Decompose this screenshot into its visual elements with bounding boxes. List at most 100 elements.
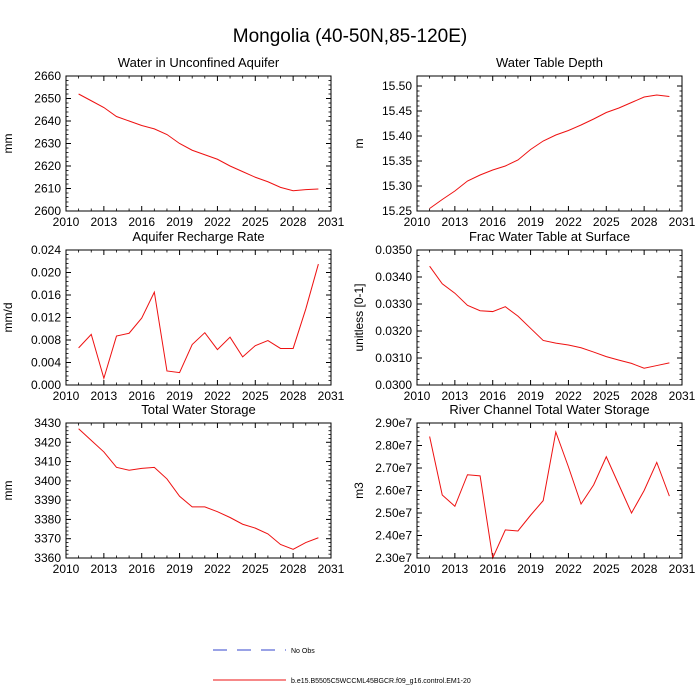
x-tick-label: 2016 [128,389,155,403]
data-point [429,208,430,209]
data-point [293,190,294,191]
y-tick-label: 3360 [34,551,61,565]
data-point [318,537,319,538]
plot-frame [416,422,683,559]
data-point [217,349,218,350]
data-point [442,283,443,284]
y-tick-label: 15.30 [382,179,412,193]
data-point [442,199,443,200]
data-point [467,180,468,181]
x-tick-label: 2016 [479,562,506,576]
legend: No Obs b.e15.B5505C5WCCML45BGCR.f09_g16.… [213,648,471,685]
data-point [479,310,480,311]
y-tick-label: 3370 [34,532,61,546]
data-point [479,475,480,476]
y-tick-label: 0.000 [31,378,61,392]
data-point [267,181,268,182]
y-axis-label: mm [1,134,15,154]
y-tick-label: 3430 [34,416,61,430]
y-tick-label: 3390 [34,493,61,507]
plot-frame [65,75,332,212]
data-point [543,340,544,341]
x-tick-label: 2028 [280,215,307,229]
x-tick-label: 2028 [631,562,658,576]
x-tick-label: 2031 [669,389,696,403]
data-point [429,266,430,267]
y-tick-label: 2.70e7 [375,461,412,475]
x-tick-label: 2013 [91,215,118,229]
y-tick-label: 0.016 [31,288,61,302]
data-point [91,440,92,441]
plot-frame [416,249,683,386]
data-point [618,107,619,108]
data-point [568,130,569,131]
data-point [644,368,645,369]
x-tick-label: 2016 [128,215,155,229]
chart-panels: Water in Unconfined Aquifer mm 2010 2013 201… [1,55,696,576]
y-tick-label: 2.80e7 [375,439,412,453]
y-axis-label: m [352,139,366,149]
y-tick-label: 15.40 [382,129,412,143]
data-point [179,143,180,144]
x-tick-label: 2025 [593,389,620,403]
data-point [103,451,104,452]
data-point [606,112,607,113]
data-point [229,337,230,338]
data-point [204,154,205,155]
data-point [280,187,281,188]
x-tick-label: 2010 [404,215,431,229]
x-tick-label: 2028 [280,562,307,576]
y-tick-label: 2.60e7 [375,484,412,498]
y-tick-label: 2.50e7 [375,506,412,520]
y-axis-label: mm/d [1,303,15,333]
data-point [656,94,657,95]
legend-label-no-obs: No Obs [291,648,315,655]
x-tick-label: 2013 [442,562,469,576]
data-point [656,365,657,366]
data-point [530,328,531,329]
x-tick-label: 2025 [242,215,269,229]
data-point [606,356,607,357]
data-point [217,511,218,512]
data-point [91,334,92,335]
data-point [141,468,142,469]
y-tick-label: 0.0310 [375,351,412,365]
panel-title: Aquifer Recharge Rate [132,229,264,244]
panel-title: Total Water Storage [141,402,255,417]
y-tick-label: 0.020 [31,266,61,280]
y-tick-label: 2630 [34,137,61,151]
y-tick-label: 15.50 [382,79,412,93]
data-point [166,478,167,479]
data-point [505,529,506,530]
x-tick-label: 2019 [166,215,193,229]
data-point [429,436,430,437]
x-tick-label: 2022 [555,389,582,403]
data-point [242,524,243,525]
y-tick-label: 0.0350 [375,243,412,257]
y-tick-label: 2650 [34,92,61,106]
x-tick-label: 2019 [166,389,193,403]
y-tick-label: 0.0340 [375,270,412,284]
data-point [305,308,306,309]
y-tick-label: 0.0320 [375,324,412,338]
data-point [192,506,193,507]
series-line [429,94,670,209]
panel-title: Water Table Depth [496,55,603,70]
data-point [454,506,455,507]
x-tick-label: 2028 [631,215,658,229]
y-axis-label: mm [1,481,15,501]
x-tick-label: 2031 [318,389,345,403]
data-point [116,335,117,336]
data-point [530,515,531,516]
y-axis-label: m3 [352,482,366,499]
chart-panel-3: Aquifer Recharge Rate mm/d 2010 2013 2016 201… [1,229,345,403]
data-point [255,177,256,178]
y-tick-label: 3400 [34,474,61,488]
x-tick-label: 2025 [242,389,269,403]
data-point [103,378,104,379]
data-point [467,474,468,475]
y-tick-label: 3420 [34,435,61,449]
data-point [568,344,569,345]
data-point [192,344,193,345]
data-point [141,125,142,126]
